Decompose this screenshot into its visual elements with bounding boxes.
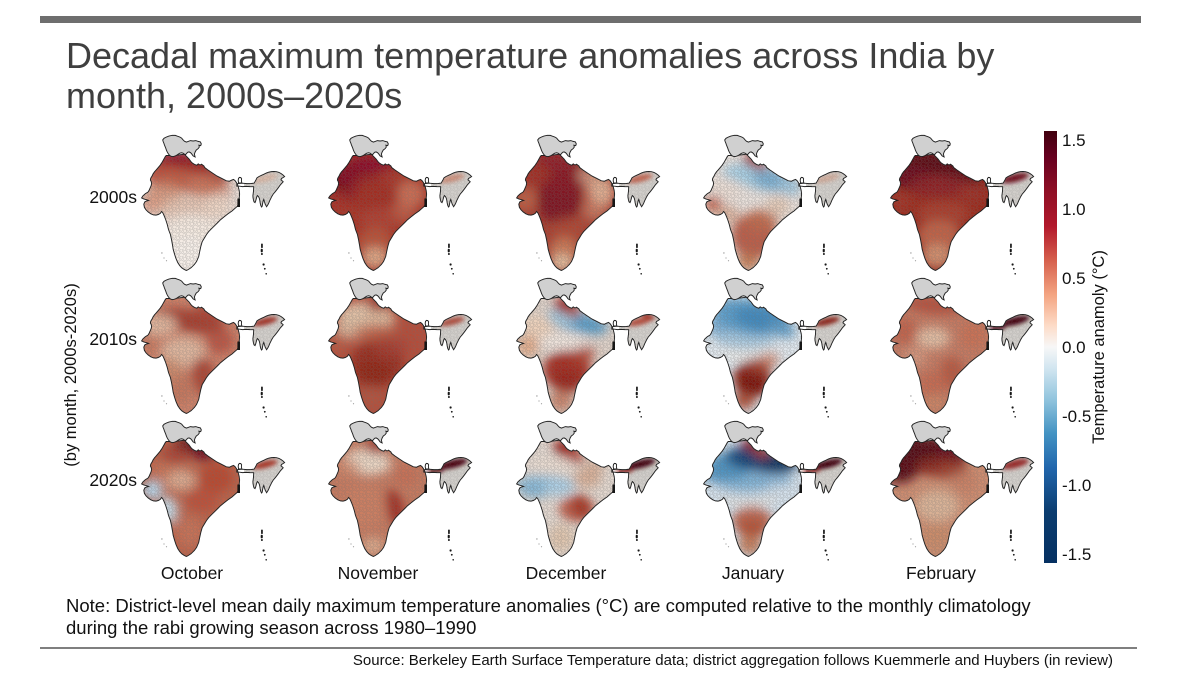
svg-text:2020s: 2020s [89, 470, 137, 490]
svg-text:January: January [722, 563, 785, 583]
svg-text:month, 2000s–2020s: month, 2000s–2020s [66, 75, 402, 116]
svg-text:Temperature anamoly (°C): Temperature anamoly (°C) [1090, 250, 1108, 444]
svg-text:February: February [906, 563, 976, 583]
svg-text:Note: District-level mean dail: Note: District-level mean daily maximum … [66, 595, 1031, 616]
svg-text:November: November [338, 563, 419, 583]
svg-text:-1.5: -1.5 [1062, 545, 1091, 564]
svg-text:0.5: 0.5 [1062, 269, 1086, 288]
svg-text:2010s: 2010s [89, 329, 137, 349]
svg-text:1.0: 1.0 [1062, 200, 1086, 219]
svg-text:-1.0: -1.0 [1062, 476, 1091, 495]
svg-text:during the rabi growing season: during the rabi growing season across 19… [66, 617, 476, 638]
svg-text:2000s: 2000s [89, 187, 137, 207]
svg-text:October: October [161, 563, 223, 583]
svg-text:Source: Berkeley Earth Surface: Source: Berkeley Earth Surface Temperatu… [353, 652, 1113, 669]
svg-text:December: December [526, 563, 607, 583]
svg-text:1.5: 1.5 [1062, 131, 1086, 150]
svg-text:0.0: 0.0 [1062, 338, 1086, 357]
svg-text:(by month, 2000s-2020s): (by month, 2000s-2020s) [62, 283, 80, 466]
svg-text:Decadal maximum temperature an: Decadal maximum temperature anomalies ac… [66, 35, 994, 76]
svg-text:-0.5: -0.5 [1062, 407, 1091, 426]
